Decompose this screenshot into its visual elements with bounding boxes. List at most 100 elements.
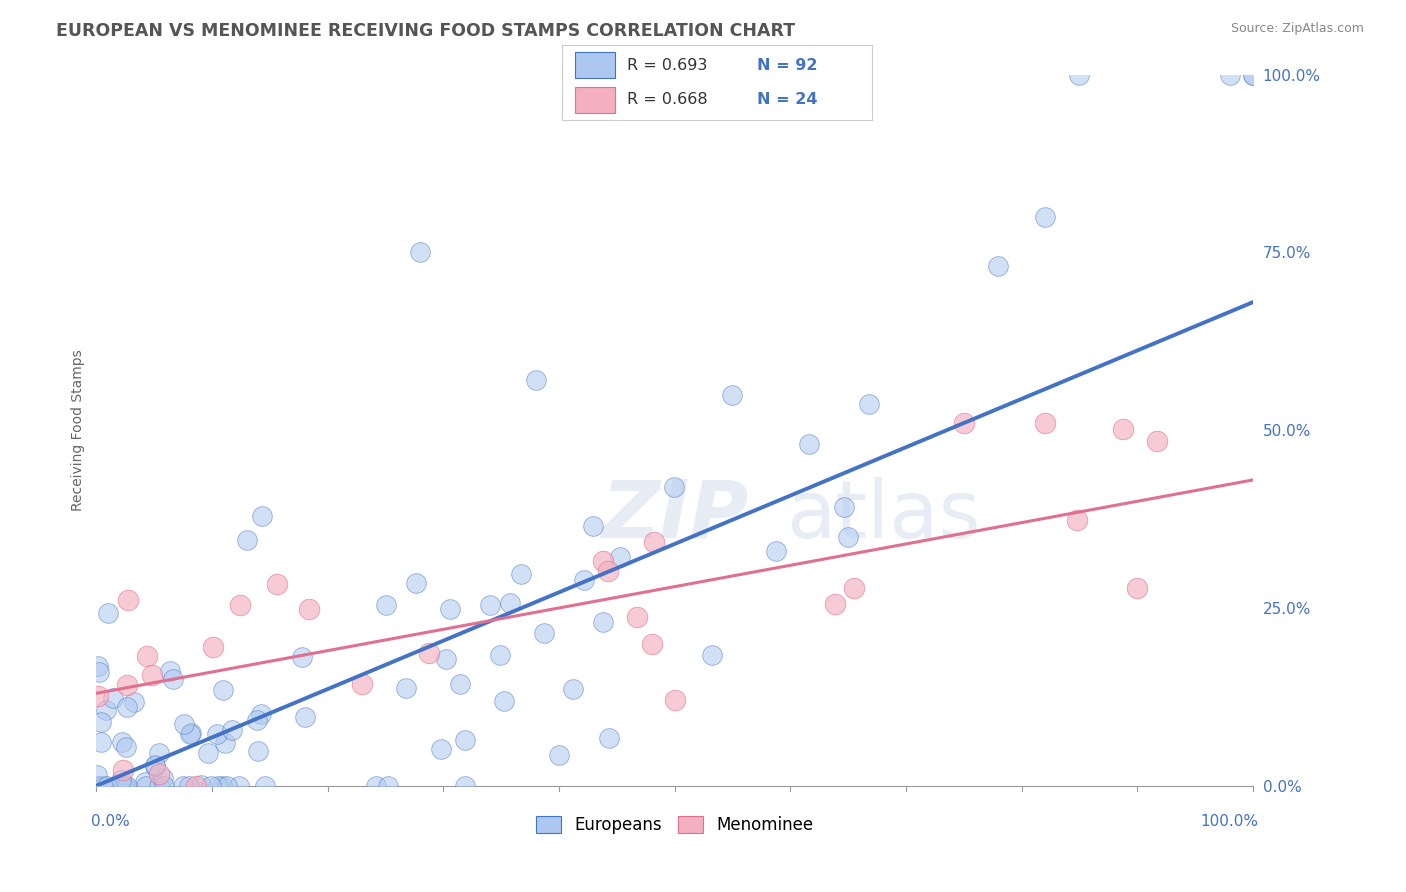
Point: [173, 717, 195, 731]
Point: [201, 640, 224, 655]
Point: [664, 693, 686, 707]
Y-axis label: Receiving Food Stamps: Receiving Food Stamps: [72, 350, 86, 511]
Point: [115, 678, 138, 692]
Point: [207, 779, 229, 793]
Point: [592, 615, 614, 630]
Point: [114, 779, 136, 793]
Point: [700, 648, 723, 662]
Point: [97, 606, 120, 620]
Point: [94, 703, 117, 717]
Point: [664, 480, 686, 494]
Text: 0.0%: 0.0%: [90, 814, 129, 830]
Point: [405, 576, 427, 591]
Point: [214, 736, 236, 750]
Point: [454, 732, 477, 747]
Point: [582, 518, 605, 533]
Point: [190, 778, 212, 792]
Point: [86, 779, 108, 793]
Point: [533, 626, 555, 640]
Point: [499, 595, 522, 609]
Point: [96, 779, 118, 793]
Point: [953, 416, 976, 430]
Point: [212, 682, 235, 697]
Point: [236, 533, 259, 547]
Point: [153, 779, 176, 793]
Point: [598, 731, 620, 745]
Point: [377, 779, 399, 793]
Point: [375, 598, 398, 612]
Point: [858, 397, 880, 411]
Text: N = 92: N = 92: [758, 58, 818, 72]
Point: [987, 260, 1010, 274]
Point: [184, 779, 207, 793]
Point: [141, 668, 163, 682]
Point: [1126, 582, 1149, 596]
Point: [115, 699, 138, 714]
Point: [177, 779, 200, 793]
Point: [136, 649, 159, 664]
Point: [221, 723, 243, 737]
Text: Source: ZipAtlas.com: Source: ZipAtlas.com: [1230, 22, 1364, 36]
Point: [1241, 68, 1264, 82]
Point: [87, 659, 110, 673]
Point: [626, 610, 648, 624]
Point: [101, 690, 124, 705]
Point: [87, 690, 110, 704]
Point: [215, 779, 238, 793]
Text: 100.0%: 100.0%: [1201, 814, 1258, 830]
FancyBboxPatch shape: [575, 87, 614, 112]
Text: R = 0.693: R = 0.693: [627, 58, 707, 72]
Point: [449, 677, 471, 691]
Point: [596, 564, 619, 578]
Legend: Europeans, Menominee: Europeans, Menominee: [536, 816, 814, 834]
Point: [135, 779, 157, 793]
Point: [162, 672, 184, 686]
Point: [172, 779, 194, 793]
Point: [824, 598, 846, 612]
Text: atlas: atlas: [786, 476, 980, 555]
Point: [145, 759, 167, 773]
Point: [643, 535, 665, 549]
Point: [89, 779, 111, 793]
Point: [548, 748, 571, 763]
Point: [364, 779, 387, 793]
Point: [180, 725, 202, 739]
Point: [574, 573, 596, 587]
Point: [86, 767, 108, 781]
Point: [117, 592, 139, 607]
Point: [430, 742, 453, 756]
Point: [250, 707, 273, 722]
Point: [350, 677, 373, 691]
Point: [524, 373, 547, 387]
Point: [765, 544, 787, 558]
Point: [90, 735, 112, 749]
Point: [479, 599, 502, 613]
Point: [115, 779, 138, 793]
Text: ZIP: ZIP: [600, 476, 748, 555]
Text: R = 0.668: R = 0.668: [627, 93, 709, 107]
Point: [112, 763, 135, 777]
Point: [211, 779, 233, 793]
Point: [87, 665, 110, 679]
Point: [609, 549, 631, 564]
Point: [179, 727, 201, 741]
Point: [122, 695, 145, 709]
Point: [143, 757, 166, 772]
Point: [148, 746, 170, 760]
Point: [245, 713, 267, 727]
Point: [837, 530, 859, 544]
Point: [200, 779, 222, 793]
Point: [1146, 434, 1168, 448]
Point: [159, 664, 181, 678]
Point: [454, 779, 477, 793]
Point: [1069, 68, 1091, 82]
Point: [1241, 68, 1264, 82]
Point: [561, 681, 583, 696]
Text: EUROPEAN VS MENOMINEE RECEIVING FOOD STAMPS CORRELATION CHART: EUROPEAN VS MENOMINEE RECEIVING FOOD STA…: [56, 22, 796, 40]
Point: [291, 650, 314, 665]
Point: [494, 694, 516, 708]
Point: [298, 602, 321, 616]
Point: [90, 715, 112, 730]
Point: [110, 773, 132, 788]
Point: [266, 577, 288, 591]
